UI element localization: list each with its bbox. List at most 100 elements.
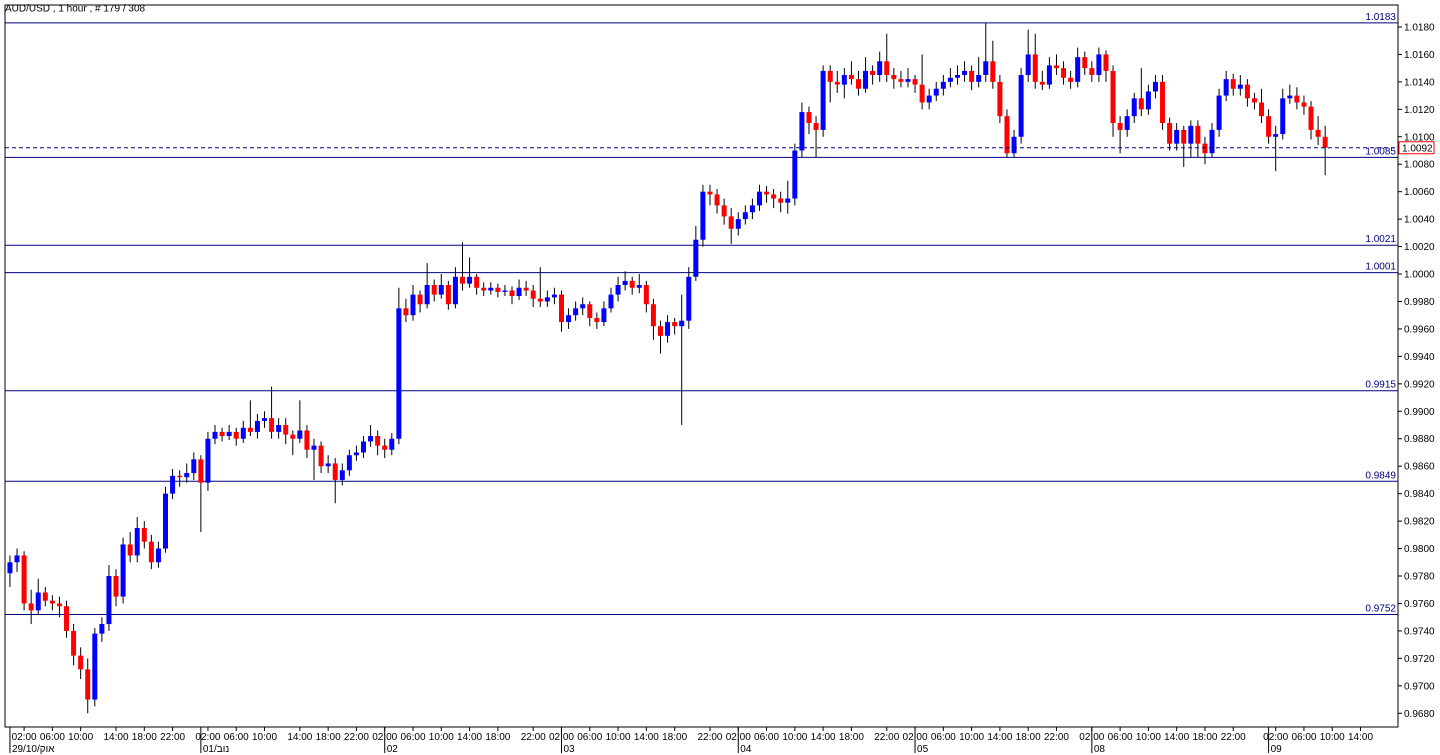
x-tick-label: 14:00 <box>287 732 312 743</box>
candle-body <box>410 294 416 316</box>
candle-body <box>601 308 607 323</box>
current-price-box <box>1398 141 1435 155</box>
x-tick-label: 18:00 <box>316 732 341 743</box>
candle-body <box>389 438 395 450</box>
candle-body <box>742 212 748 220</box>
candle-body <box>884 61 890 76</box>
x-tick-label: 18:00 <box>132 732 157 743</box>
candle-body <box>184 473 190 478</box>
level-label: 1.0183 <box>1365 12 1396 23</box>
plot-frame <box>4 4 1399 728</box>
chart-title: AUD/USD , 1 hour , # 179 / 308 <box>5 4 146 15</box>
candle-body <box>396 308 402 439</box>
candle-body <box>1004 116 1010 154</box>
candle-body <box>898 79 904 82</box>
candle-body <box>566 315 572 323</box>
candle-body <box>120 544 126 597</box>
candle-body <box>247 427 253 432</box>
x-tick-label: 18:00 <box>839 732 864 743</box>
y-tick-label: 0.9680 <box>1404 709 1435 720</box>
candle-body <box>1244 84 1250 99</box>
candle-body <box>947 77 953 82</box>
candle-body <box>113 576 119 597</box>
candle-body <box>855 79 861 89</box>
candle-body <box>304 430 310 450</box>
y-tick-label: 0.9840 <box>1404 489 1435 500</box>
x-tick-label: 14:00 <box>1348 732 1373 743</box>
candle-body <box>1082 57 1088 69</box>
y-tick-label: 0.9800 <box>1404 544 1435 555</box>
candle-body <box>212 431 218 439</box>
candle-body <box>827 70 833 82</box>
candle-body <box>686 276 692 321</box>
candle-body <box>1167 123 1173 144</box>
y-tick-label: 1.0100 <box>1404 132 1435 143</box>
x-tick-label: 02:00 <box>12 732 37 743</box>
candle-body <box>792 150 798 199</box>
candle-body <box>841 75 847 85</box>
candle-body <box>919 84 925 103</box>
candle-body <box>1301 102 1307 107</box>
candle-body <box>926 95 932 103</box>
candle-body <box>954 75 960 78</box>
candle-body <box>445 285 451 305</box>
y-tick-label: 0.9740 <box>1404 626 1435 637</box>
x-tick-label: 14:00 <box>811 732 836 743</box>
candle-body <box>877 61 883 76</box>
x-tick-label: 22:00 <box>160 732 185 743</box>
candle-body <box>1174 129 1180 144</box>
candle-body <box>990 61 996 82</box>
x-tick-label: 18:00 <box>1016 732 1041 743</box>
candle-body <box>177 475 183 478</box>
candle-body <box>551 294 557 298</box>
x-tick-label: 22:00 <box>697 732 722 743</box>
candle-body <box>714 194 720 206</box>
candle-body <box>1188 125 1194 144</box>
candle-body <box>254 420 260 432</box>
candle-body <box>205 438 211 483</box>
x-tick-label: 22:00 <box>1044 732 1069 743</box>
y-tick-label: 0.9860 <box>1404 462 1435 473</box>
y-tick-label: 0.9960 <box>1404 324 1435 335</box>
x-tick-label: 10:00 <box>1136 732 1161 743</box>
candle-body <box>721 205 727 217</box>
x-tick-label: 10:00 <box>959 732 984 743</box>
y-tick-label: 0.9720 <box>1404 654 1435 665</box>
candle-body <box>679 320 685 327</box>
candle-body <box>820 70 826 130</box>
x-tick-label: 14:00 <box>987 732 1012 743</box>
x-tick-label: 10:00 <box>252 732 277 743</box>
y-tick-label: 0.9980 <box>1404 297 1435 308</box>
x-tick-label: 14:00 <box>634 732 659 743</box>
candle-body <box>71 630 77 656</box>
candle-body <box>452 276 458 305</box>
x-tick-label: 06:00 <box>931 732 956 743</box>
candle-body <box>438 285 444 295</box>
x-tick-label: 14:00 <box>1164 732 1189 743</box>
candle-body <box>558 294 564 323</box>
candle-body <box>580 304 586 309</box>
candle-body <box>361 441 367 453</box>
candle-body <box>1032 54 1038 82</box>
candle-body <box>707 191 713 195</box>
date-tick-label: 05 <box>917 744 929 755</box>
y-tick-label: 1.0040 <box>1404 215 1435 226</box>
candle-body <box>933 88 939 96</box>
date-tick-label: 08 <box>1094 744 1106 755</box>
candle-body <box>1046 65 1052 85</box>
candle-body <box>474 276 480 288</box>
x-tick-label: 06:00 <box>40 732 65 743</box>
candle-body <box>42 592 48 601</box>
candle-body <box>49 600 55 604</box>
candle-body <box>573 308 579 316</box>
candle-body <box>530 290 536 299</box>
candle-body <box>1273 134 1279 137</box>
candle-body <box>346 455 352 471</box>
candle-body <box>459 276 465 284</box>
candle-body <box>269 418 275 432</box>
candle-body <box>1315 129 1321 137</box>
current-price-label: 1.0092 <box>1402 143 1433 154</box>
candle-body <box>891 75 897 80</box>
x-tick-label: 06:00 <box>1291 732 1316 743</box>
candle-body <box>424 285 430 305</box>
